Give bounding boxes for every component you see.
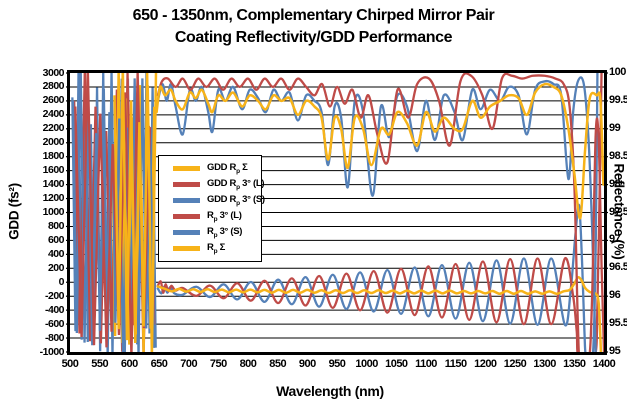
legend-label: GDD Rp 3° (S) bbox=[207, 194, 265, 207]
y-left-tick-label: 1600 bbox=[42, 164, 65, 177]
legend-item-gdd_s: GDD Rp 3° (S) bbox=[173, 194, 265, 207]
legend-item-gdd_l: GDD Rp 3° (L) bbox=[173, 178, 265, 191]
legend-swatch bbox=[173, 166, 200, 171]
y-left-tick-label: -400 bbox=[44, 303, 65, 316]
legend-item-r_sum: Rp Σ bbox=[173, 242, 261, 255]
chart-title: 650 - 1350nm, Complementary Chirped Mirr… bbox=[0, 5, 627, 49]
series-gdd_sum bbox=[156, 276, 603, 353]
x-tick-label: 1400 bbox=[592, 358, 616, 370]
x-tick-label: 1100 bbox=[415, 358, 437, 370]
x-tick-label: 1150 bbox=[444, 358, 467, 370]
x-tick-label: 950 bbox=[328, 358, 346, 370]
y-right-tick-label: 98.5 bbox=[609, 149, 627, 162]
y-right-tick-label: 98 bbox=[609, 177, 621, 190]
y-left-tick-label: 3000 bbox=[42, 66, 65, 79]
x-axis-title: Wavelength (nm) bbox=[276, 383, 384, 399]
y-left-tick-label: 2800 bbox=[42, 80, 65, 93]
y-left-tick-label: 0 bbox=[58, 275, 65, 288]
y-left-tick-label: -200 bbox=[44, 289, 65, 302]
y-right-tick-label: 100 bbox=[609, 66, 626, 78]
y-left-tick-label: 2600 bbox=[42, 94, 65, 107]
y-right-tick-label: 96 bbox=[609, 289, 621, 302]
x-tick-label: 1300 bbox=[533, 358, 556, 370]
y-left-tick-label: -800 bbox=[44, 331, 65, 344]
series-chaos-r_sum bbox=[113, 72, 158, 353]
x-tick-label: 600 bbox=[120, 358, 138, 370]
y-left-tick-label: 200 bbox=[47, 261, 65, 274]
y-left-tick-label: 1800 bbox=[42, 150, 65, 163]
chart-title-line1: 650 - 1350nm, Complementary Chirped Mirr… bbox=[132, 7, 495, 24]
x-tick-label: 700 bbox=[180, 358, 198, 370]
y-left-tick-label: 800 bbox=[47, 219, 65, 232]
legend-swatch bbox=[173, 230, 200, 235]
x-tick-label: 1200 bbox=[474, 358, 497, 370]
series-gdd_l bbox=[156, 72, 603, 353]
legend-label: GDD Rp Σ bbox=[207, 162, 248, 175]
x-tick-label: 1350 bbox=[563, 358, 586, 370]
y-right-tick-label: 97 bbox=[609, 233, 621, 246]
legend-item-gdd_sum: GDD Rp Σ bbox=[173, 162, 261, 175]
y-left-tick-label: -1000 bbox=[39, 345, 65, 358]
y-left-tick-label: -600 bbox=[44, 317, 65, 330]
y-left-tick-label: 1000 bbox=[42, 206, 65, 218]
legend-swatch bbox=[173, 214, 200, 219]
legend: GDD Rp Σ GDD Rp 3° (L) GDD Rp 3° (S) Rp 3° … bbox=[158, 155, 265, 262]
y-left-tick-label: 400 bbox=[47, 247, 65, 260]
legend-item-r_s: Rp 3° (S) bbox=[173, 226, 261, 239]
y-left-tick-label: 2000 bbox=[42, 136, 65, 149]
series-paths bbox=[71, 72, 605, 353]
y-left-tick-label: 1200 bbox=[42, 192, 65, 205]
legend-swatch bbox=[173, 198, 200, 203]
x-tick-label: 1250 bbox=[503, 358, 527, 370]
y-right-tick-label: 97.5 bbox=[609, 205, 627, 218]
y-right-tick-label: 95.5 bbox=[609, 317, 627, 330]
x-tick-label: 850 bbox=[269, 358, 287, 370]
legend-swatch bbox=[173, 246, 200, 251]
plot-border bbox=[67, 70, 607, 355]
legend-label: Rp 3° (L) bbox=[207, 210, 242, 223]
x-tick-label: 900 bbox=[298, 358, 316, 370]
series-chaos-r_l bbox=[74, 72, 152, 353]
y-right-tick-label: 99 bbox=[609, 121, 621, 134]
y-left-tick-label: 2200 bbox=[42, 122, 65, 135]
y-right-axis-title: Reflectance (%) bbox=[611, 163, 627, 260]
y-left-axis-title: GDD (fs²) bbox=[6, 183, 22, 240]
x-tick-label: 800 bbox=[239, 358, 257, 370]
x-tick-label: 500 bbox=[61, 358, 79, 370]
y-right-tick-label: 99.5 bbox=[609, 93, 627, 106]
x-tick-label: 750 bbox=[209, 358, 227, 370]
x-tick-label: 1000 bbox=[355, 358, 378, 370]
chart-title-line2: Coating Reflectivity/GDD Performance bbox=[174, 29, 453, 46]
legend-label: Rp 3° (S) bbox=[207, 226, 243, 239]
y-left-tick-label: 1400 bbox=[42, 178, 65, 191]
legend-label: Rp Σ bbox=[207, 242, 225, 255]
x-tick-label: 650 bbox=[150, 358, 168, 370]
legend-item-r_l: Rp 3° (L) bbox=[173, 210, 261, 223]
legend-label: GDD Rp 3° (L) bbox=[207, 178, 265, 191]
series-r_sum bbox=[155, 82, 605, 220]
x-tick-label: 550 bbox=[91, 358, 109, 370]
y-right-tick-label: 96.5 bbox=[609, 261, 627, 274]
legend-swatch bbox=[173, 182, 200, 187]
y-left-tick-label: 600 bbox=[47, 233, 65, 246]
x-tick-label: 1050 bbox=[385, 358, 408, 370]
y-right-tick-label: 95 bbox=[609, 345, 621, 357]
y-left-tick-label: 2400 bbox=[42, 108, 65, 121]
